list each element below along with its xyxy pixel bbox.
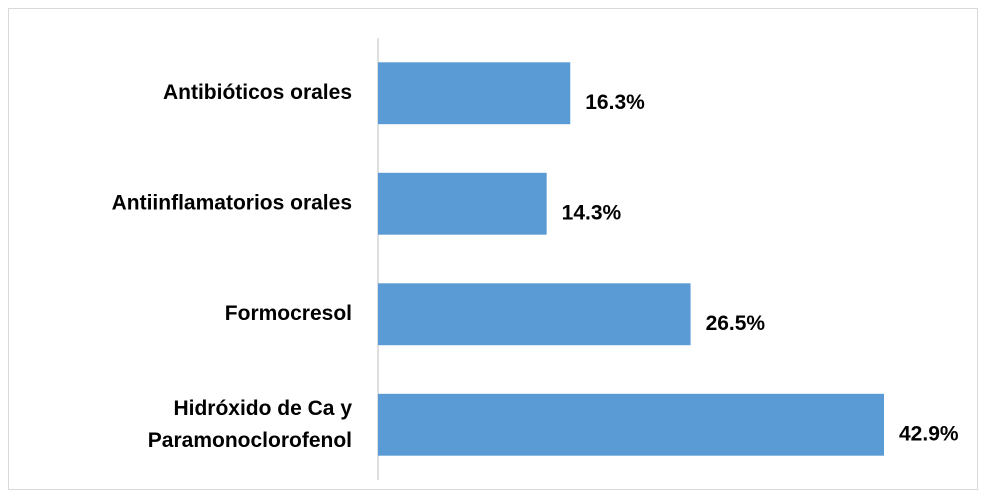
category-label-line: Paramonoclorofenol xyxy=(148,428,352,451)
category-label: Antibióticos orales xyxy=(163,81,352,104)
bar xyxy=(378,172,547,235)
category-label: Hidróxido de Ca y Paramonoclorofenol xyxy=(148,396,353,451)
value-label: 16.3% xyxy=(585,91,645,114)
category-label: Formocresol xyxy=(225,302,352,325)
bar xyxy=(378,62,571,125)
value-label: 42.9% xyxy=(899,422,959,445)
category-label: Antiinflamatorios orales xyxy=(112,191,352,214)
bar xyxy=(378,283,691,346)
value-label: 14.3% xyxy=(562,201,622,224)
bar xyxy=(378,393,884,456)
category-label-line: Hidróxido de Ca y xyxy=(173,396,352,419)
value-label: 26.5% xyxy=(706,312,766,335)
